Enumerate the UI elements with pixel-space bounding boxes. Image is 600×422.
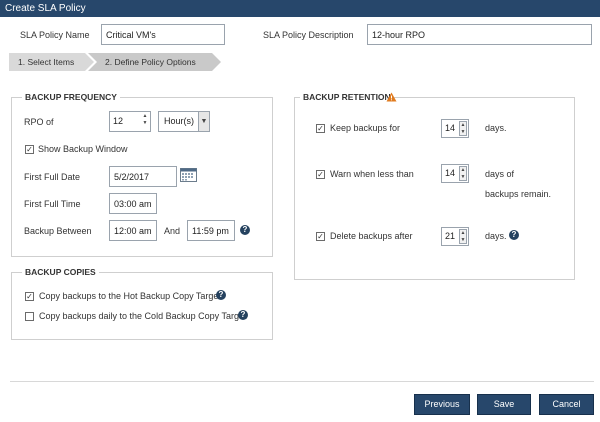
warn-unit-line1: days of [485,169,515,179]
backup-retention-group [294,97,575,280]
policy-name-input[interactable] [101,24,225,45]
and-label: And [164,226,181,236]
policy-description-input[interactable] [367,24,592,45]
backup-copies-title: BACKUP COPIES [22,267,99,277]
backup-copies-group [11,272,273,340]
backup-retention-title: BACKUP RETENTION [300,92,394,102]
show-backup-window-label: Show Backup Window [38,144,128,154]
keep-backups-unit: days. [485,123,507,133]
delete-backups-unit: days. [485,231,507,241]
backup-between-start-input[interactable] [109,220,157,241]
save-button[interactable]: Save [477,394,531,415]
window-title: Create SLA Policy [0,0,600,17]
wizard-steps: 1. Select Items 2. Define Policy Options [9,53,222,71]
backup-between-end-input[interactable] [187,220,235,241]
policy-description-label: SLA Policy Description [263,30,354,40]
cold-copy-checkbox[interactable] [25,312,34,321]
backup-between-help-icon[interactable]: ? [240,225,250,235]
warn-stepper[interactable]: 14 ▲ ▼ [441,164,469,183]
keep-backups-checkbox[interactable]: ✓ [316,124,325,133]
first-full-date-input[interactable] [109,166,177,187]
rpo-unit-select[interactable]: Hour(s) ▼ [158,111,210,132]
rpo-down-icon[interactable]: ▼ [142,120,148,126]
calendar-icon[interactable] [180,167,197,182]
previous-button[interactable]: Previous [414,394,470,415]
delete-backups-label: Delete backups after [330,231,413,241]
rpo-value: 12 [113,116,124,126]
rpo-up-icon[interactable]: ▲ [142,113,148,119]
delete-backups-value: 21 [445,231,456,241]
rpo-label: RPO of [24,117,54,127]
show-backup-window-checkbox[interactable]: ✓ [25,145,34,154]
first-full-time-input[interactable] [109,193,157,214]
delete-up-icon[interactable]: ▲ [460,230,466,236]
step-define-policy-options[interactable]: 2. Define Policy Options [105,57,196,67]
policy-name-label: SLA Policy Name [20,30,90,40]
keep-backups-label: Keep backups for [330,123,401,133]
warning-icon [386,92,397,102]
warn-unit-line2: backups remain. [485,189,552,199]
backup-frequency-title: BACKUP FREQUENCY [22,92,120,102]
delete-down-icon[interactable]: ▼ [460,237,466,243]
rpo-stepper[interactable]: 12 ▲ ▼ [109,111,151,132]
warn-down-icon[interactable]: ▼ [460,174,466,180]
hot-copy-help-icon[interactable]: ? [216,290,226,300]
warn-value: 14 [445,168,456,178]
backup-between-label: Backup Between [24,226,92,236]
keep-down-icon[interactable]: ▼ [460,129,466,135]
first-full-date-label: First Full Date [24,172,81,182]
rpo-unit-value: Hour(s) [164,116,195,126]
delete-backups-stepper[interactable]: 21 ▲ ▼ [441,227,469,246]
footer-divider [10,381,594,382]
warn-checkbox[interactable]: ✓ [316,170,325,179]
delete-backups-help-icon[interactable]: ? [509,230,519,240]
warn-label: Warn when less than [330,169,414,179]
chevron-down-icon: ▼ [198,112,209,131]
first-full-time-label: First Full Time [24,199,81,209]
backup-frequency-group [11,97,273,257]
cancel-button[interactable]: Cancel [539,394,594,415]
hot-copy-label: Copy backups to the Hot Backup Copy Targ… [39,291,221,301]
keep-backups-value: 14 [445,123,456,133]
keep-up-icon[interactable]: ▲ [460,122,466,128]
keep-backups-stepper[interactable]: 14 ▲ ▼ [441,119,469,138]
cold-copy-help-icon[interactable]: ? [238,310,248,320]
hot-copy-checkbox[interactable]: ✓ [25,292,34,301]
step-select-items[interactable]: 1. Select Items [18,57,75,67]
warn-up-icon[interactable]: ▲ [460,167,466,173]
delete-backups-checkbox[interactable]: ✓ [316,232,325,241]
cold-copy-label: Copy backups daily to the Cold Backup Co… [39,311,247,321]
